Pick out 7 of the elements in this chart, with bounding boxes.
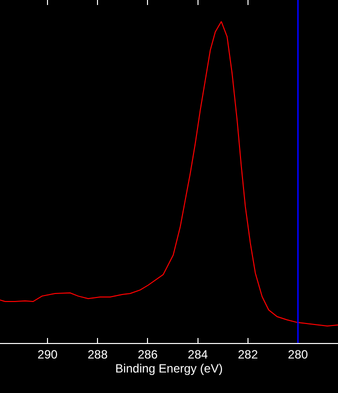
x-tick-label: 286 [138,347,158,362]
x-axis-title: Binding Energy (eV) [115,361,223,376]
x-tick-label: 290 [38,347,58,362]
x-tick-label: 284 [188,347,208,362]
x-tick-label: 282 [238,347,258,362]
x-tick-label: 288 [88,347,108,362]
x-tick-label: 280 [288,347,308,362]
